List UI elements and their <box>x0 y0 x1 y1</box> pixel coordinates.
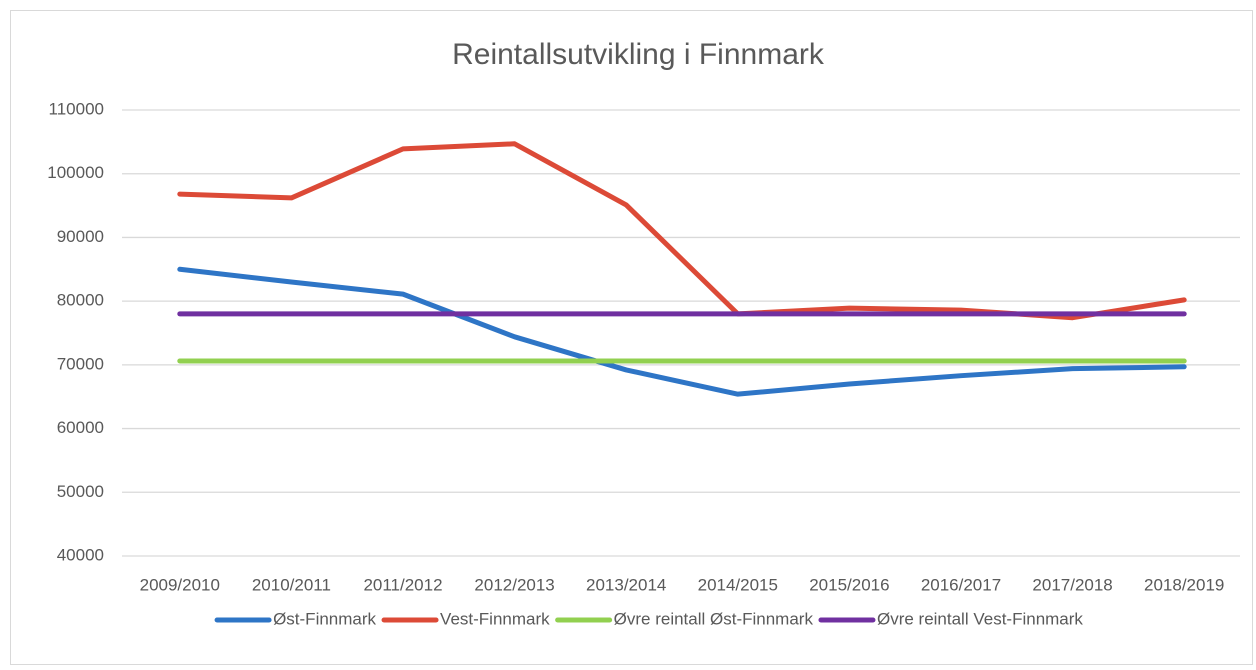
y-tick-label: 90000 <box>57 227 104 246</box>
y-tick-label: 40000 <box>57 545 104 564</box>
y-tick-label: 110000 <box>49 99 104 118</box>
x-tick-label: 2012/2013 <box>474 575 554 594</box>
y-tick-label: 50000 <box>57 482 104 501</box>
legend-label: Øst-Finnmark <box>273 609 376 628</box>
y-tick-label: 60000 <box>57 418 104 437</box>
x-tick-label: 2010/2011 <box>252 575 331 594</box>
chart-title: Reintallsutvikling i Finnmark <box>452 38 825 71</box>
legend-label: Vest-Finnmark <box>440 609 550 628</box>
x-tick-label: 2018/2019 <box>1144 575 1224 594</box>
y-tick-label: 70000 <box>57 354 104 373</box>
chart-border <box>10 10 1253 665</box>
x-tick-label: 2009/2010 <box>140 575 220 594</box>
x-tick-label: 2016/2017 <box>921 575 1001 594</box>
x-tick-label: 2011/2012 <box>363 575 442 594</box>
y-tick-label: 100000 <box>47 163 104 182</box>
y-tick-label: 80000 <box>57 291 104 310</box>
x-tick-label: 2017/2018 <box>1032 575 1112 594</box>
x-tick-label: 2015/2016 <box>809 575 889 594</box>
legend-label: Øvre reintall Vest-Finnmark <box>877 609 1083 628</box>
legend-label: Øvre reintall Øst-Finnmark <box>614 609 814 628</box>
legend: Øst-Finnmark Vest-Finnmark Øvre reintall Ø… <box>214 609 1083 628</box>
x-tick-label: 2014/2015 <box>698 575 778 594</box>
series-line <box>177 266 1187 397</box>
x-tick-label: 2013/2014 <box>586 575 666 594</box>
